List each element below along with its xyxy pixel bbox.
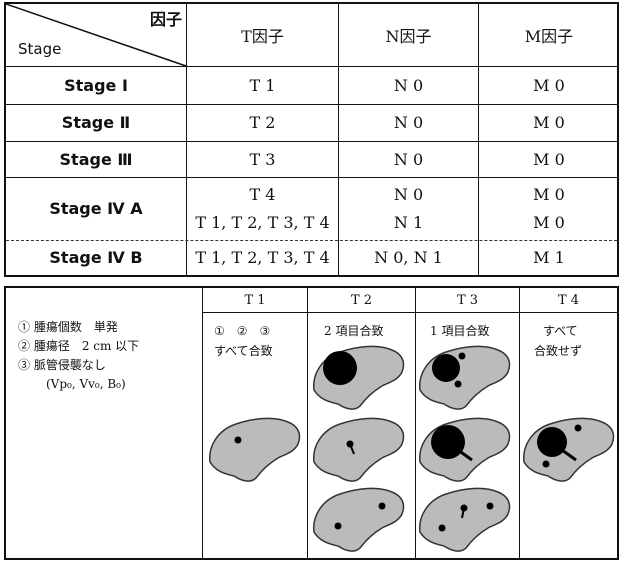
liver-t2-vascular-invasion — [313, 417, 405, 482]
stage-4b-m: M 1 — [533, 248, 565, 267]
stage-4a-t-row1: T 4 — [249, 184, 276, 204]
stage-2-m: M 0 — [533, 113, 565, 132]
t1-marks: ① ② ③ — [214, 324, 271, 338]
criterion-3: ③ 脈管侵襲なし — [18, 358, 106, 372]
t1-text: すべて合致 — [214, 344, 273, 358]
criterion-3-detail: (Vp₀, Vv₀, B₀) — [46, 377, 126, 391]
liver-t2-multiple-tumors — [313, 487, 405, 552]
stage-4a-n-row2: N 1 — [393, 212, 424, 232]
t1-header: T 1 — [244, 292, 266, 308]
t2-header: T 2 — [350, 292, 373, 308]
liver-t3-large-invasion — [419, 417, 511, 482]
header-diagonal-line — [6, 4, 187, 67]
stage-3-label: Stage Ⅲ — [59, 149, 133, 169]
t4-text-2: 合致せず — [534, 344, 583, 358]
t-factor-table: T 1 T 2 T 3 T 4 ① 腫瘍個数 単発 ② 腫瘍径 2 cm 以下 … — [4, 286, 619, 560]
header-n-factor: N因子 — [385, 27, 432, 46]
stage-4b-label: Stage Ⅳ B — [49, 248, 143, 267]
stage-3-m: M 0 — [533, 149, 565, 169]
t4-text-1: すべて — [543, 324, 578, 338]
stage-4a-label: Stage Ⅳ A — [49, 199, 143, 218]
stage-2-t: T 2 — [249, 113, 276, 132]
stage-2-n: N 0 — [393, 113, 424, 132]
stage-1-n: N 0 — [393, 75, 424, 95]
header-factor-label: 因子 — [149, 10, 182, 29]
stage-4a-m-row2: M 0 — [533, 212, 565, 232]
liver-t3-multiple-invasion — [419, 487, 511, 552]
liver-t1-single-small-tumor — [209, 417, 301, 482]
stage-4b-t: T 1, T 2, T 3, T 4 — [195, 248, 330, 267]
liver-t3-large-multiple — [419, 345, 511, 410]
stage-4b-n: N 0, N 1 — [374, 248, 443, 267]
criterion-2: ② 腫瘍径 2 cm 以下 — [18, 339, 140, 353]
criterion-1: ① 腫瘍個数 単発 — [18, 320, 118, 334]
t3-text: 1 項目合致 — [430, 324, 490, 338]
staging-table: 因子 Stage T因子 N因子 M因子 Stage Ⅰ T 1 N 0 M 0… — [4, 2, 619, 277]
stage-4a-n-row1: N 0 — [393, 184, 424, 204]
t4-header: T 4 — [557, 292, 580, 308]
header-t-factor: T因子 — [241, 27, 284, 46]
stage-2-label: Stage Ⅱ — [61, 113, 131, 132]
liver-t4-large-multiple-invasion — [523, 417, 615, 482]
stage-1-t: T 1 — [249, 75, 276, 95]
stage-3-n: N 0 — [393, 149, 424, 169]
liver-t2-large-tumor — [313, 345, 405, 410]
t2-text: 2 項目合致 — [324, 324, 384, 338]
stage-4a-m-row1: M 0 — [533, 184, 565, 204]
header-stage-label: Stage — [18, 40, 62, 58]
header-m-factor: M因子 — [524, 27, 574, 46]
stage-1-label: Stage Ⅰ — [64, 75, 128, 95]
stage-4a-t-row2: T 1, T 2, T 3, T 4 — [195, 212, 330, 232]
stage-1-m: M 0 — [533, 75, 565, 95]
stage-3-t: T 3 — [249, 149, 276, 169]
t3-header: T 3 — [456, 292, 479, 308]
